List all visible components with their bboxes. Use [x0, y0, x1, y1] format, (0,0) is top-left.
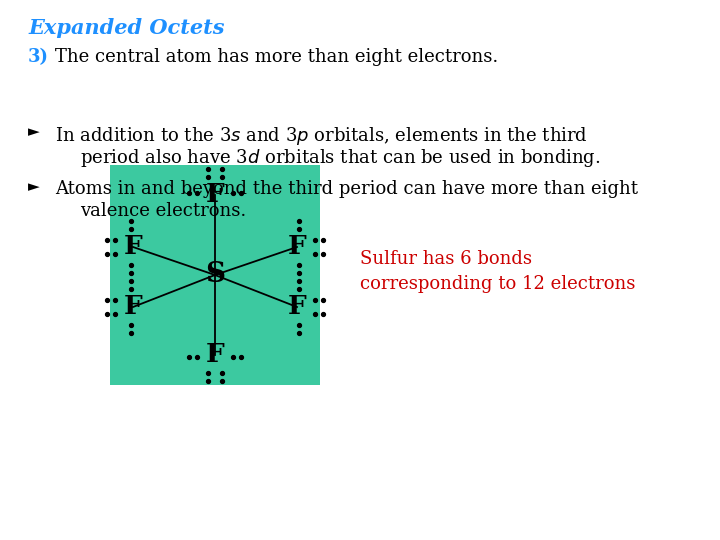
Text: corresponding to 12 electrons: corresponding to 12 electrons — [360, 275, 635, 293]
Text: F: F — [287, 294, 307, 320]
Text: ►: ► — [28, 180, 40, 194]
Text: ►: ► — [28, 125, 40, 139]
Text: Atoms in and beyond the third period can have more than eight: Atoms in and beyond the third period can… — [55, 180, 638, 198]
Text: Expanded Octets: Expanded Octets — [28, 18, 225, 38]
Text: In addition to the 3$\mathit{s}$ and 3$\mathit{p}$ orbitals, elements in the thi: In addition to the 3$\mathit{s}$ and 3$\… — [55, 125, 588, 147]
Text: Sulfur has 6 bonds: Sulfur has 6 bonds — [360, 250, 532, 268]
Text: valence electrons.: valence electrons. — [80, 202, 246, 220]
Text: F: F — [287, 234, 307, 260]
Text: S: S — [205, 261, 225, 288]
Text: F: F — [206, 183, 225, 207]
Text: period also have 3$\mathit{d}$ orbitals that can be used in bonding.: period also have 3$\mathit{d}$ orbitals … — [80, 147, 600, 169]
Text: 3): 3) — [28, 48, 49, 66]
Text: The central atom has more than eight electrons.: The central atom has more than eight ele… — [55, 48, 498, 66]
Bar — [110, 165, 320, 385]
Text: F: F — [206, 342, 225, 368]
Text: F: F — [124, 234, 143, 260]
Text: F: F — [124, 294, 143, 320]
